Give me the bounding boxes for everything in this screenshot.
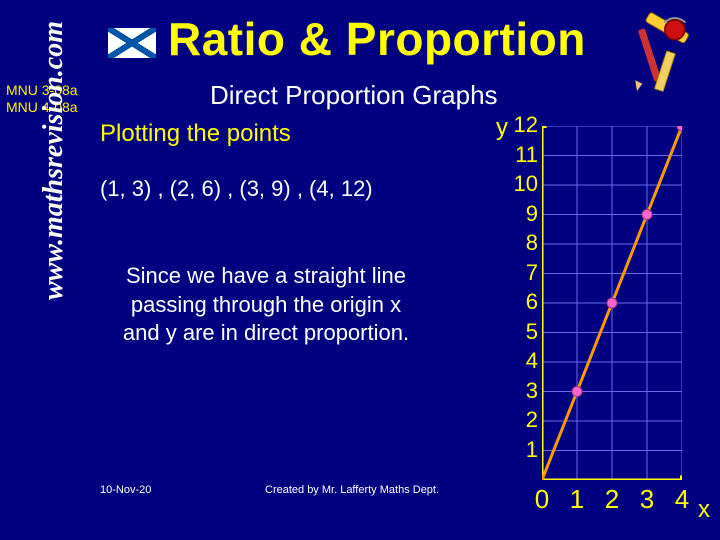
body-line-2: (1, 3) , (2, 6) , (3, 9) , (4, 12) [100,176,373,202]
x-tick-label: 1 [567,484,587,515]
y-tick-label: 8 [512,230,538,256]
chart-plot [542,126,682,480]
x-tick-label: 4 [672,484,692,515]
x-tick-label: 2 [602,484,622,515]
chart: y x 12345678910111201234 [472,120,682,520]
footer-credit: Created by Mr. Lafferty Maths Dept. [265,484,439,496]
y-axis-label: y [496,114,508,142]
y-tick-label: 2 [512,407,538,433]
body-line-1: Plotting the points [100,120,291,148]
y-tick-label: 1 [512,437,538,463]
y-tick-label: 5 [512,319,538,345]
x-tick-label: 0 [532,484,552,515]
y-tick-label: 11 [512,142,538,168]
y-tick-label: 6 [512,289,538,315]
website-label: www.mathsrevision.com [38,21,70,300]
y-tick-label: 7 [512,260,538,286]
y-tick-label: 4 [512,348,538,374]
stationery-icon [610,10,700,100]
y-tick-label: 3 [512,378,538,404]
page-title: Ratio & Proportion [168,12,586,66]
flag-logo [108,28,156,58]
y-tick-label: 10 [512,171,538,197]
subtitle: Direct Proportion Graphs [210,80,498,111]
y-tick-label: 12 [512,112,538,138]
x-axis-label: x [698,496,710,524]
y-tick-label: 9 [512,201,538,227]
conclusion-text: Since we have a straight line passing th… [116,262,416,348]
x-tick-label: 3 [637,484,657,515]
footer-date: 10-Nov-20 [100,484,151,496]
